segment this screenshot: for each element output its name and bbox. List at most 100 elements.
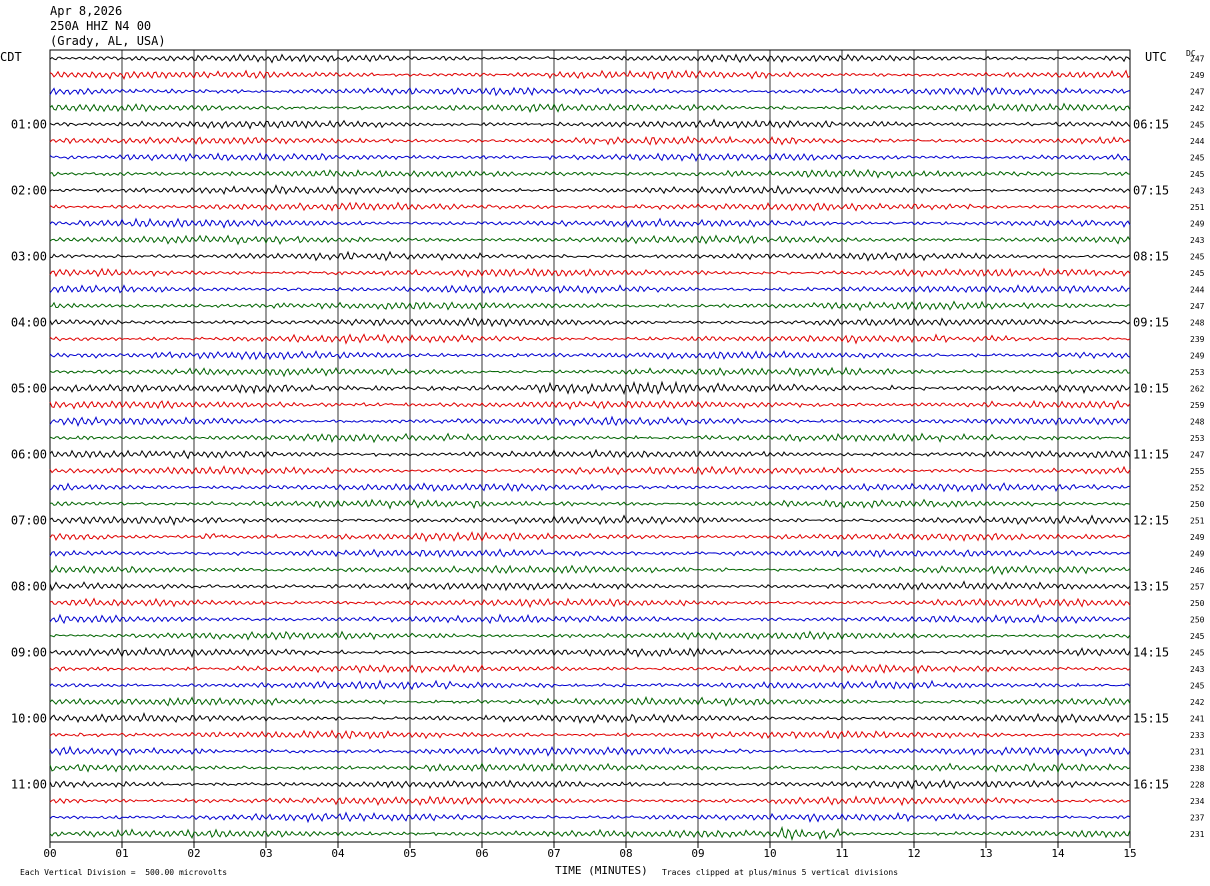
dc-value-label: 249 — [1190, 351, 1205, 360]
x-tick-label: 00 — [43, 847, 56, 860]
dc-value-label: 253 — [1190, 368, 1205, 377]
right-hour-label: 07:15 — [1133, 183, 1169, 197]
dc-value-label: 247 — [1190, 302, 1205, 311]
x-tick-label: 14 — [1051, 847, 1065, 860]
dc-label: DC — [1186, 49, 1196, 58]
x-tick-label: 05 — [403, 847, 416, 860]
seismic-trace — [49, 729, 1131, 740]
dc-value-label: 245 — [1190, 648, 1205, 657]
x-tick-label: 06 — [475, 847, 488, 860]
dc-value-label: 228 — [1190, 780, 1205, 789]
seismic-trace — [49, 53, 1131, 64]
x-tick-label: 03 — [259, 847, 272, 860]
seismic-trace — [49, 811, 1131, 824]
dc-value-label: 239 — [1190, 335, 1205, 344]
seismic-trace — [49, 646, 1131, 658]
seismic-trace — [49, 663, 1131, 675]
seismic-trace — [49, 597, 1131, 609]
dc-value-label: 259 — [1190, 401, 1205, 410]
seismic-trace — [49, 580, 1131, 592]
seismic-trace — [49, 168, 1131, 179]
left-hour-label: 07:00 — [11, 513, 47, 527]
seismic-trace — [49, 695, 1131, 707]
x-tick-label: 07 — [547, 847, 560, 860]
seismic-trace — [49, 152, 1131, 163]
dc-value-label: 245 — [1190, 153, 1205, 162]
header-location: (Grady, AL, USA) — [50, 34, 166, 48]
dc-value-label: 244 — [1190, 285, 1205, 294]
seismic-trace — [49, 69, 1131, 81]
left-hour-label: 02:00 — [11, 183, 47, 197]
x-tick-label: 01 — [115, 847, 128, 860]
dc-value-label: 243 — [1190, 186, 1205, 195]
seismic-trace — [49, 267, 1131, 278]
seismic-trace — [49, 448, 1131, 460]
seismic-trace — [49, 380, 1131, 396]
dc-value-label: 262 — [1190, 384, 1205, 393]
seismic-trace — [49, 118, 1131, 130]
seismic-trace — [49, 317, 1131, 328]
dc-value-label: 251 — [1190, 516, 1205, 525]
dc-value-label: 245 — [1190, 252, 1205, 261]
x-tick-label: 13 — [979, 847, 992, 860]
dc-value-label: 251 — [1190, 203, 1205, 212]
seismic-trace — [49, 530, 1131, 543]
seismic-trace — [49, 613, 1131, 625]
left-hour-label: 11:00 — [11, 777, 47, 791]
right-hour-label: 15:15 — [1133, 711, 1169, 725]
seismic-trace — [49, 184, 1131, 196]
dc-value-label: 234 — [1190, 797, 1205, 806]
x-axis-title: TIME (MINUTES) — [555, 864, 648, 877]
left-hour-label: 08:00 — [11, 579, 47, 593]
right-hour-label: 10:15 — [1133, 381, 1169, 395]
x-tick-label: 04 — [331, 847, 345, 860]
right-hour-label: 08:15 — [1133, 249, 1169, 263]
plot-frame — [49, 49, 1131, 843]
right-hour-label: 09:15 — [1133, 315, 1169, 329]
left-hour-label: 01:00 — [11, 117, 47, 131]
dc-value-label: 231 — [1190, 747, 1205, 756]
dc-value-label: 249 — [1190, 219, 1205, 228]
left-hour-label: 10:00 — [11, 711, 47, 725]
dc-value-label: 252 — [1190, 483, 1205, 492]
x-tick-label: 12 — [907, 847, 920, 860]
x-tick-label: 15 — [1123, 847, 1136, 860]
seismic-trace — [49, 679, 1131, 691]
x-tick-label: 08 — [619, 847, 632, 860]
x-tick-label: 11 — [835, 847, 848, 860]
seismic-trace — [49, 630, 1131, 641]
seismic-trace — [49, 135, 1131, 146]
dc-value-label: 246 — [1190, 566, 1205, 575]
x-tick-label: 09 — [691, 847, 704, 860]
seismic-trace — [49, 711, 1131, 724]
seismic-trace — [49, 514, 1131, 526]
left-hour-label: 03:00 — [11, 249, 47, 263]
left-hour-label: 05:00 — [11, 381, 47, 395]
right-hour-label: 12:15 — [1133, 513, 1169, 527]
seismic-trace — [49, 762, 1131, 774]
seismic-trace — [49, 564, 1131, 576]
dc-value-label: 233 — [1190, 731, 1205, 740]
seismic-trace — [49, 102, 1131, 114]
right-hour-label: 13:15 — [1133, 579, 1169, 593]
dc-value-label: 245 — [1190, 170, 1205, 179]
dc-value-label: 244 — [1190, 137, 1205, 146]
dc-value-label: 247 — [1190, 450, 1205, 459]
right-hour-label: 06:15 — [1133, 117, 1169, 131]
dc-value-label: 249 — [1190, 549, 1205, 558]
seismic-trace — [49, 432, 1131, 444]
seismic-trace — [49, 548, 1131, 559]
left-hour-label: 04:00 — [11, 315, 47, 329]
seismic-trace — [49, 779, 1131, 791]
left-hour-label: 06:00 — [11, 447, 47, 461]
seismic-trace — [49, 350, 1131, 361]
dc-value-label: 255 — [1190, 467, 1205, 476]
dc-value-label: 245 — [1190, 120, 1205, 129]
dc-value-label: 249 — [1190, 533, 1205, 542]
x-tick-label: 10 — [763, 847, 776, 860]
seismic-trace — [49, 795, 1131, 807]
right-timezone-label: UTC — [1145, 50, 1167, 64]
seismic-trace — [49, 399, 1131, 411]
seismic-trace — [49, 333, 1131, 345]
